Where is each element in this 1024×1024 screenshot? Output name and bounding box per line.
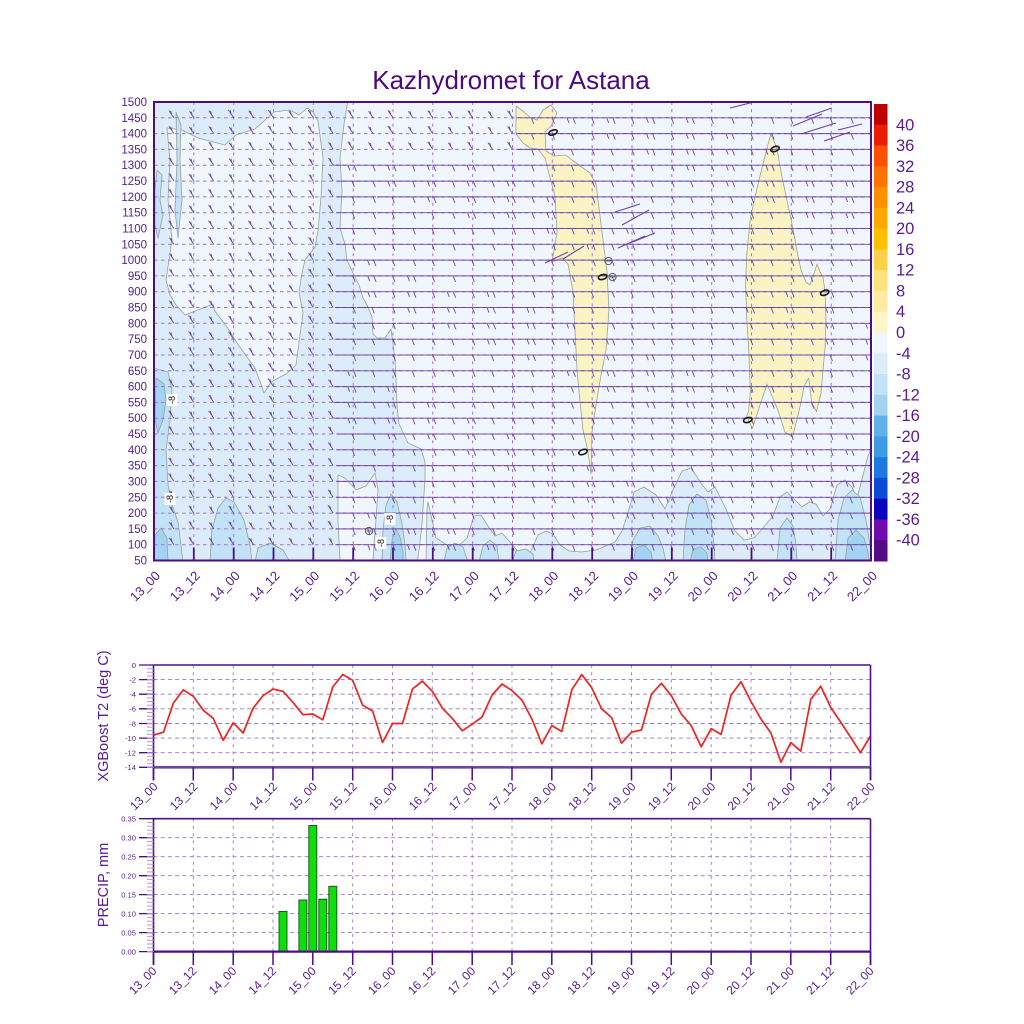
svg-text:-8: -8 [896, 366, 911, 384]
svg-text:400: 400 [128, 445, 147, 457]
svg-text:1050: 1050 [121, 239, 147, 251]
svg-text:50: 50 [134, 556, 147, 568]
svg-text:0.30: 0.30 [121, 834, 136, 843]
svg-text:850: 850 [128, 303, 147, 315]
svg-text:-8: -8 [167, 396, 177, 404]
svg-text:-4: -4 [896, 345, 911, 363]
svg-text:1500: 1500 [121, 97, 147, 109]
svg-text:0.35: 0.35 [121, 815, 136, 824]
svg-text:24: 24 [896, 199, 914, 217]
svg-text:-32: -32 [896, 490, 920, 508]
svg-text:450: 450 [128, 429, 147, 441]
svg-text:32: 32 [896, 158, 914, 176]
svg-text:0.20: 0.20 [121, 872, 136, 881]
svg-text:0.05: 0.05 [121, 928, 136, 937]
svg-text:XGBoost T2 (deg C): XGBoost T2 (deg C) [96, 650, 112, 781]
svg-text:-8: -8 [129, 719, 136, 728]
svg-text:750: 750 [128, 334, 147, 346]
svg-text:-16: -16 [896, 407, 920, 425]
svg-text:40: 40 [896, 116, 914, 134]
svg-text:-2: -2 [129, 675, 136, 684]
svg-text:1450: 1450 [121, 113, 147, 125]
svg-text:-24: -24 [896, 449, 920, 467]
svg-text:0.25: 0.25 [121, 853, 136, 862]
svg-text:16: 16 [896, 241, 914, 259]
svg-text:900: 900 [128, 287, 147, 299]
svg-text:28: 28 [896, 179, 914, 197]
svg-text:600: 600 [128, 382, 147, 394]
svg-text:-6: -6 [129, 705, 136, 714]
svg-text:4: 4 [896, 303, 905, 321]
svg-text:150: 150 [128, 524, 147, 536]
svg-text:PRECIP, mm: PRECIP, mm [96, 843, 112, 927]
svg-text:-20: -20 [896, 428, 920, 446]
svg-text:650: 650 [128, 366, 147, 378]
svg-text:-8: -8 [376, 539, 386, 547]
svg-text:-4: -4 [129, 690, 136, 699]
svg-text:-8: -8 [385, 515, 395, 523]
svg-text:-12: -12 [896, 386, 920, 404]
svg-text:1400: 1400 [121, 129, 147, 141]
svg-text:0: 0 [896, 324, 905, 342]
svg-text:8: 8 [896, 283, 905, 301]
svg-text:-36: -36 [896, 511, 920, 529]
svg-text:700: 700 [128, 350, 147, 362]
svg-text:550: 550 [128, 397, 147, 409]
svg-text:-8: -8 [165, 495, 175, 503]
svg-text:800: 800 [128, 318, 147, 330]
svg-text:250: 250 [128, 492, 147, 504]
svg-text:1200: 1200 [121, 192, 147, 204]
svg-text:1250: 1250 [121, 176, 147, 188]
svg-text:300: 300 [128, 476, 147, 488]
svg-text:Kazhydromet for Astana: Kazhydromet for Astana [372, 65, 650, 95]
svg-text:1300: 1300 [121, 160, 147, 172]
svg-text:0.10: 0.10 [121, 909, 136, 918]
svg-text:-40: -40 [896, 532, 920, 550]
svg-text:-10: -10 [125, 734, 136, 743]
svg-text:350: 350 [128, 461, 147, 473]
svg-text:0: 0 [132, 661, 136, 670]
svg-text:1350: 1350 [121, 144, 147, 156]
svg-text:20: 20 [896, 220, 914, 238]
svg-text:-28: -28 [896, 469, 920, 487]
svg-text:950: 950 [128, 271, 147, 283]
svg-text:200: 200 [128, 508, 147, 520]
svg-text:500: 500 [128, 413, 147, 425]
svg-text:-12: -12 [125, 749, 136, 758]
svg-text:0.15: 0.15 [121, 890, 136, 899]
svg-text:36: 36 [896, 137, 914, 155]
svg-text:-14: -14 [125, 763, 136, 772]
svg-text:12: 12 [896, 262, 914, 280]
svg-text:1000: 1000 [121, 255, 147, 267]
svg-text:0.00: 0.00 [121, 947, 136, 956]
svg-text:1100: 1100 [122, 224, 147, 236]
svg-text:1150: 1150 [122, 208, 147, 220]
svg-text:100: 100 [128, 540, 147, 552]
